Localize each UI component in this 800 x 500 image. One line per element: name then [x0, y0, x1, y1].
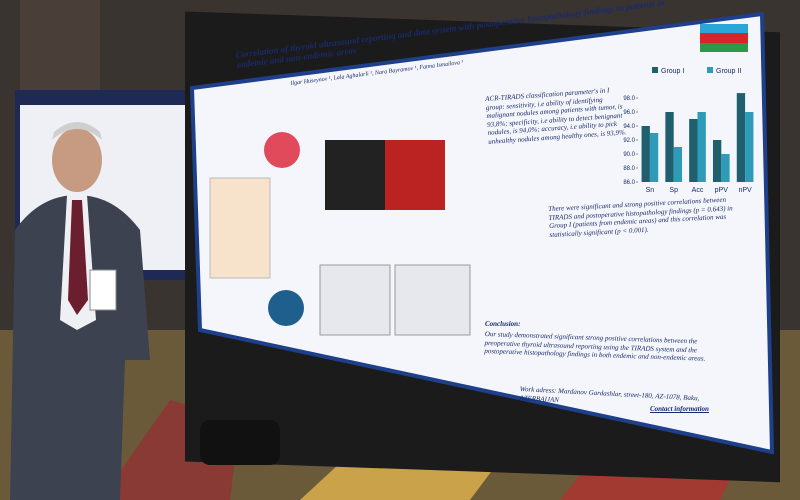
person-head	[52, 128, 102, 192]
bar	[745, 112, 754, 182]
bar	[712, 140, 722, 182]
table	[209, 177, 271, 279]
legend-label: Group I	[661, 68, 684, 75]
figure	[385, 140, 445, 210]
bar	[641, 126, 650, 182]
figure	[394, 264, 471, 336]
legend-swatch	[652, 67, 658, 73]
contact-heading: Contact information	[650, 405, 709, 413]
y-tick-label: 92.0	[623, 138, 635, 144]
y-tick-label: 98.0	[623, 96, 635, 102]
figure	[325, 140, 385, 210]
bar	[721, 154, 730, 182]
flag-stripe	[700, 43, 748, 52]
conclusion-heading: Conclusion:	[485, 320, 521, 328]
legend-label: Group II	[716, 68, 741, 75]
bar	[673, 147, 683, 182]
person-hair	[52, 122, 102, 140]
flag-stripe	[700, 33, 748, 43]
wall-panel	[20, 0, 100, 95]
pie-chart	[268, 290, 304, 326]
pie-chart	[264, 132, 300, 168]
x-tick-label: Sn	[646, 187, 655, 194]
legend-swatch	[707, 67, 713, 73]
bar	[665, 112, 674, 182]
y-tick-label: 90.0	[623, 152, 635, 158]
y-tick-label: 88.0	[623, 166, 635, 172]
bar	[736, 93, 746, 182]
x-tick-label: Sp	[669, 187, 678, 194]
bar	[649, 133, 659, 182]
bar	[689, 119, 698, 182]
person-tie	[68, 200, 88, 315]
y-tick-label: 96.0	[623, 110, 635, 116]
y-tick-label: 86.0	[623, 180, 635, 186]
x-tick-label: Acc	[692, 187, 704, 194]
x-tick-label: nPV	[738, 187, 752, 194]
results-text: ACR-TIRADS classification parameter's in…	[485, 86, 627, 146]
y-tick-label: 94.0	[623, 124, 635, 130]
bar	[697, 112, 706, 182]
figure	[319, 264, 391, 336]
bag	[200, 420, 280, 465]
poster	[189, 11, 775, 455]
x-tick-label: pPV	[715, 187, 729, 194]
badge	[89, 269, 117, 311]
poster-chart: 86.0 88.0 90.0 92.0 94.0 96.0 98.0 Group I Group…	[623, 67, 754, 194]
